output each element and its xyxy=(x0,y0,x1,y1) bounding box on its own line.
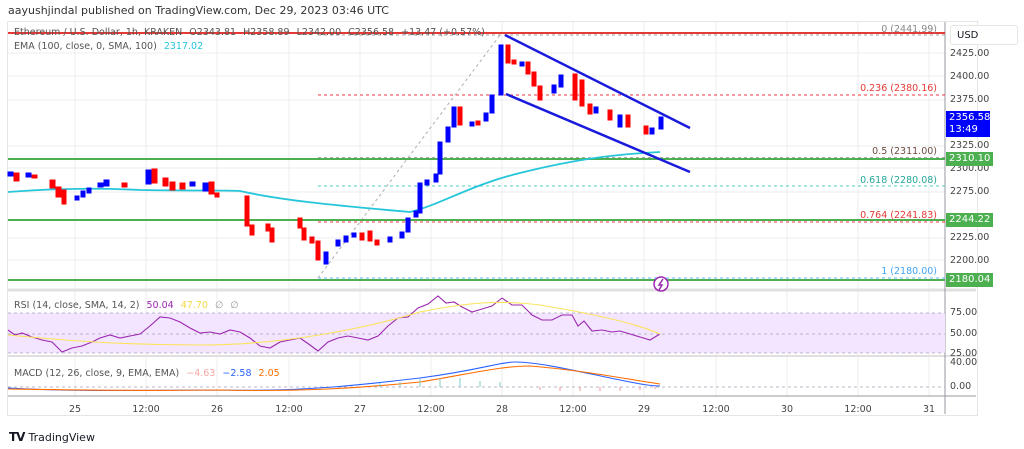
lightning-event-icon xyxy=(653,276,669,292)
brand-name: TradingView xyxy=(28,430,95,444)
price-tick: 2200.00 xyxy=(950,255,990,266)
currency-button[interactable]: USD xyxy=(950,25,1018,45)
macd-tick: 40.00 xyxy=(950,357,978,368)
price-tick: 2400.00 xyxy=(950,71,990,82)
price-tick: 2325.00 xyxy=(950,140,990,151)
macd-value: −2.58 xyxy=(222,368,252,379)
symbol-name: Ethereum / U.S. Dollar, 1h, KRAKEN xyxy=(14,27,183,38)
time-tick: 12:00 xyxy=(275,404,303,415)
time-tick: 26 xyxy=(210,404,224,415)
rsi-sma-line xyxy=(7,301,661,346)
ohlc-change: +13.47 (+0.57%) xyxy=(401,27,485,38)
price-tick: 2275.00 xyxy=(950,186,990,197)
rsi-tick: 25.00 xyxy=(950,348,978,359)
fib-label-0: 0 (2441.99) xyxy=(881,24,937,35)
rsi-tick: 75.00 xyxy=(950,307,978,318)
publish-line: aayushjindal published on TradingView.co… xyxy=(8,4,389,17)
channel-lower xyxy=(505,92,691,174)
fib-label-0618: 0.618 (2280.08) xyxy=(860,175,937,186)
macd-hist-value: −4.63 xyxy=(186,368,216,379)
price-tick: 2425.00 xyxy=(950,48,990,59)
fib-label-05: 0.5 (2311.00) xyxy=(872,146,937,157)
rsi-tick: 50.00 xyxy=(950,328,978,339)
time-tick: 12:00 xyxy=(417,404,445,415)
grid-horizontals xyxy=(8,52,945,261)
rsi-sma-value: 47.70 xyxy=(180,300,208,311)
fib-label-0236: 0.236 (2380.16) xyxy=(860,83,937,94)
time-tick: 28 xyxy=(495,404,509,415)
last-price-tag: 2356.58 13:49 xyxy=(946,111,990,137)
channel-upper xyxy=(504,33,691,130)
macd-label: MACD (12, 26, close, 9, EMA, EMA) xyxy=(14,368,180,379)
ema-line xyxy=(7,151,661,213)
time-tick: 25 xyxy=(68,404,82,415)
price-tick: 2225.00 xyxy=(950,232,990,243)
time-tick: 31 xyxy=(922,404,936,415)
rsi-extra-2: ∅ xyxy=(230,300,239,311)
level-tag-2310: 2310.10 xyxy=(946,152,994,166)
time-tick: 30 xyxy=(780,404,794,415)
rsi-legend[interactable]: RSI (14, close, SMA, 14, 2) 50.04 47.70 … xyxy=(14,300,239,311)
ema-label: EMA (100, close, 0, SMA, 100) xyxy=(14,41,157,52)
time-tick: 12:00 xyxy=(844,404,872,415)
time-tick: 12:00 xyxy=(559,404,587,415)
fib-label-1: 1 (2180.00) xyxy=(881,266,937,277)
bar-countdown: 13:49 xyxy=(949,124,978,135)
ohlc-open: O2343.81 xyxy=(189,27,237,38)
time-tick: 27 xyxy=(353,404,367,415)
price-tick: 2300.00 xyxy=(950,163,990,174)
macd-signal-value: 2.05 xyxy=(258,368,280,379)
rsi-band xyxy=(8,313,945,353)
macd-histogram xyxy=(379,378,656,391)
price-tick: 2375.00 xyxy=(950,94,990,105)
time-tick: 12:00 xyxy=(132,404,160,415)
macd-tick: 0.00 xyxy=(950,381,972,392)
time-tick: 29 xyxy=(637,404,651,415)
rsi-value: 50.04 xyxy=(146,300,174,311)
fib-label-0764: 0.764 (2241.83) xyxy=(860,210,937,221)
rsi-label: RSI (14, close, SMA, 14, 2) xyxy=(14,300,140,311)
last-price: 2356.58 xyxy=(949,112,991,123)
level-tag-2244: 2244.22 xyxy=(946,213,994,227)
ohlc-low: L2342.00 xyxy=(296,27,342,38)
macd-legend[interactable]: MACD (12, 26, close, 9, EMA, EMA) −4.63 … xyxy=(14,368,280,379)
rsi-line xyxy=(7,295,661,353)
ema-value: 2317.02 xyxy=(163,41,204,52)
tradingview-logo-icon: TV xyxy=(9,430,26,444)
tradingview-brand[interactable]: TV TradingView xyxy=(9,430,95,444)
ohlc-high: H2358.89 xyxy=(243,27,290,38)
signal-line xyxy=(7,365,661,392)
ohlc-close: C2356.58 xyxy=(348,27,395,38)
level-tag-2180: 2180.04 xyxy=(946,273,994,287)
candles xyxy=(7,44,664,265)
symbol-legend: Ethereum / U.S. Dollar, 1h, KRAKEN O2343… xyxy=(14,27,485,38)
time-tick: 12:00 xyxy=(702,404,730,415)
ema-legend[interactable]: EMA (100, close, 0, SMA, 100) 2317.02 xyxy=(14,41,203,52)
rsi-extra-1: ∅ xyxy=(214,300,224,311)
